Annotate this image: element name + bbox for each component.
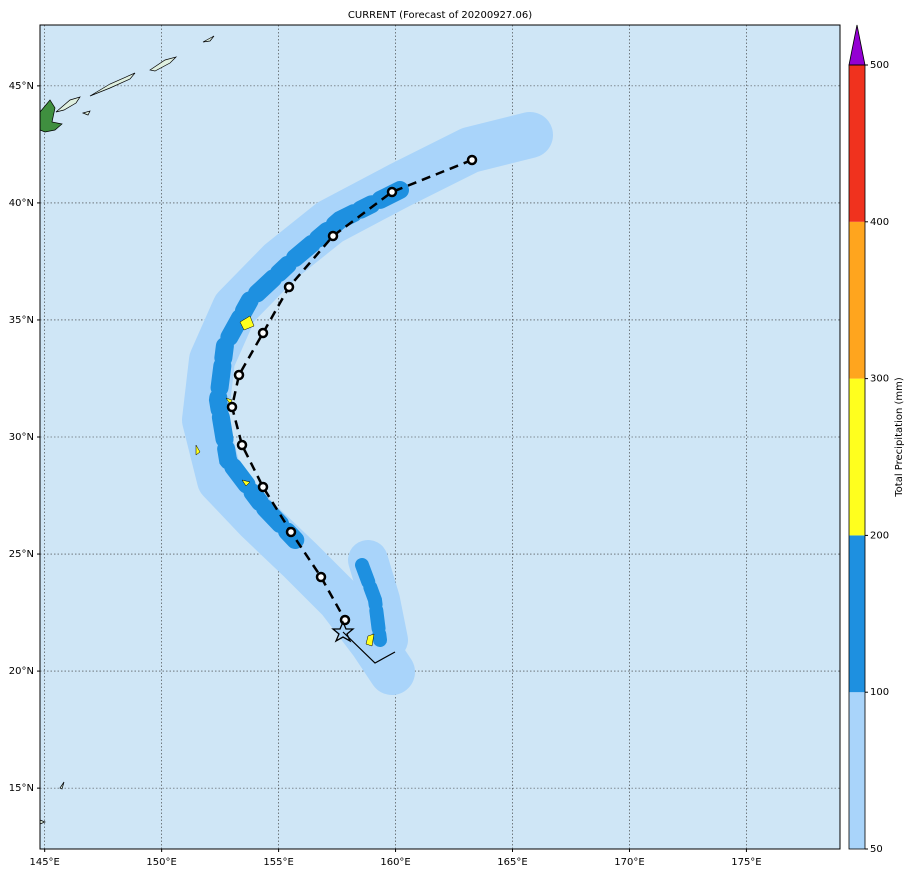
lat-tick-label: 25°N — [9, 549, 34, 560]
colorbar: 50 100 200 300 400 500 — [848, 24, 889, 855]
colorbar-extend — [848, 24, 866, 66]
lon-tick-label: 175°E — [731, 857, 761, 868]
precip-mid — [355, 558, 387, 647]
lon-tick-label: 155°E — [263, 857, 293, 868]
storm-symbol — [285, 526, 297, 538]
current-position — [331, 620, 355, 643]
storm-symbol — [257, 327, 269, 339]
colorbar-tick-label: 100 — [870, 687, 889, 698]
storm-symbols — [226, 154, 478, 626]
land — [39, 35, 215, 825]
colorbar-band — [849, 65, 865, 222]
land — [39, 99, 63, 133]
colorbar-tick-label: 200 — [870, 530, 889, 541]
lon-tick-label: 145°E — [29, 857, 59, 868]
storm-symbol — [233, 369, 245, 381]
colorbar-frame — [848, 64, 866, 850]
colorbar-band — [849, 221, 865, 379]
lon-tick-label: 165°E — [497, 857, 527, 868]
lon-tick-label: 150°E — [146, 857, 176, 868]
colorbar-tick-label: 300 — [870, 374, 889, 385]
lat-tick-label: 20°N — [9, 666, 34, 677]
colorbar-tick-label: 500 — [870, 60, 889, 71]
lon-tick-label: 160°E — [380, 857, 410, 868]
lat-tick-label: 40°N — [9, 198, 34, 209]
track-segment — [342, 631, 396, 664]
storm-symbol — [386, 186, 398, 198]
colorbar-tick-label: 50 — [870, 844, 883, 855]
colorbar-tick-label: 400 — [870, 217, 889, 228]
lat-tick-label: 35°N — [9, 315, 34, 326]
storm-symbol — [283, 281, 295, 293]
storm-symbol — [327, 230, 339, 242]
precip-mid — [208, 181, 409, 554]
storm-symbol — [466, 154, 478, 166]
lat-tick-label: 30°N — [9, 432, 34, 443]
storm-symbol — [257, 481, 269, 493]
colorbar-band — [849, 692, 865, 849]
lat-tick-label: 15°N — [9, 783, 34, 794]
lat-tick-label: 45°N — [9, 81, 34, 92]
colorbar-band — [849, 535, 865, 693]
lon-tick-label: 170°E — [614, 857, 644, 868]
storm-symbol — [226, 401, 238, 413]
storm-symbol — [315, 571, 327, 583]
colorbar-band — [849, 378, 865, 536]
map-title: CURRENT (Forecast of 20200927.06) — [348, 10, 532, 21]
storm-symbol — [236, 439, 248, 451]
colorbar-label: Total Precipitation (mm) — [894, 377, 905, 498]
